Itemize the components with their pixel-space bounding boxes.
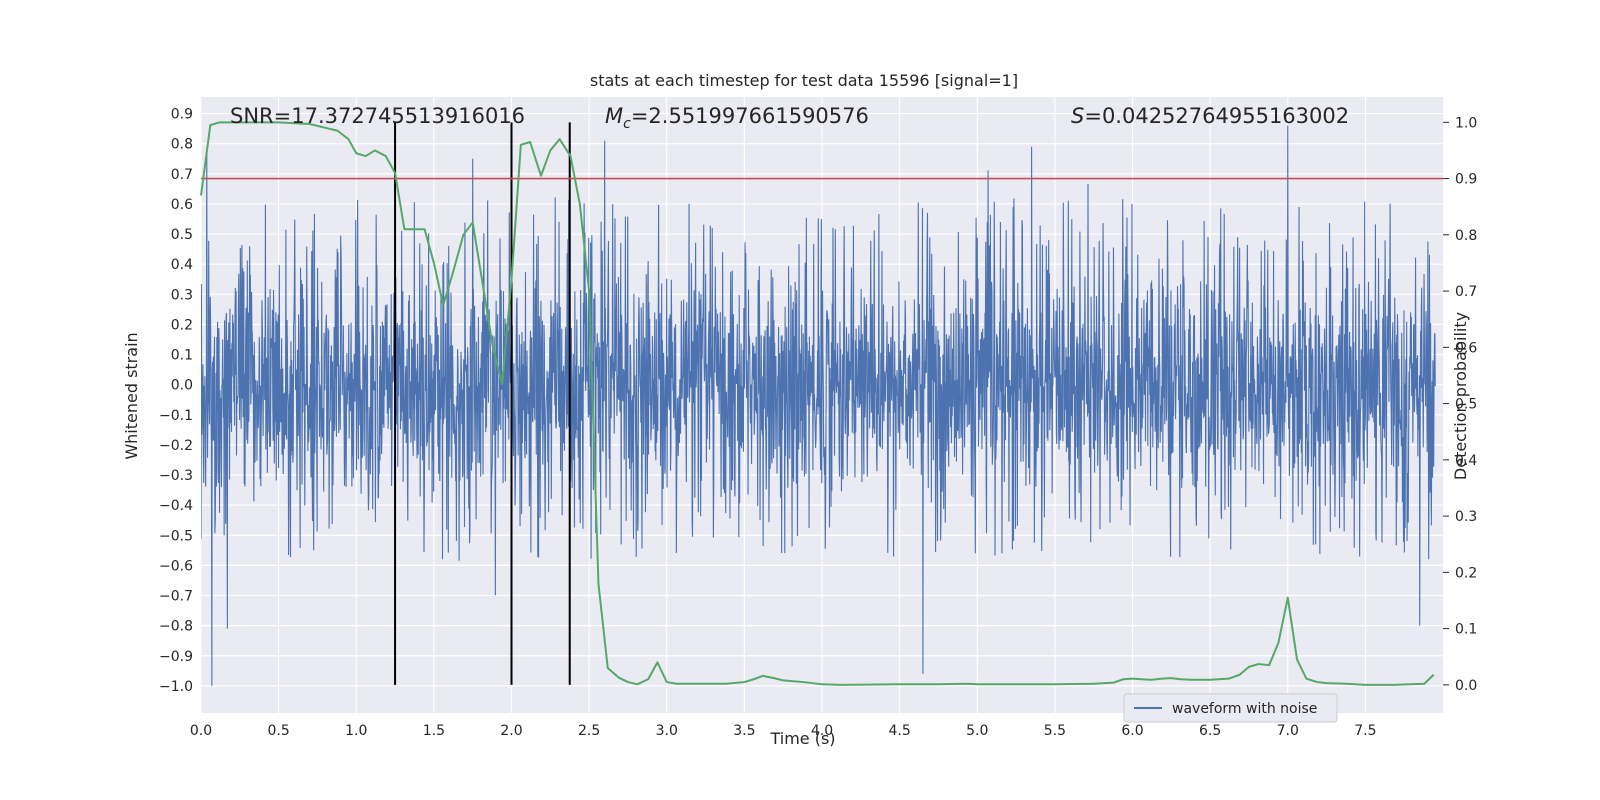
waveform-line [201, 125, 1436, 686]
s-symbol: S [1071, 104, 1084, 128]
y2-tick-label: 0.5 [1455, 397, 1477, 413]
x-tick-label: 1.0 [345, 723, 367, 739]
y-tick-label: 0.6 [171, 197, 193, 213]
y2-tick-label: 0.8 [1455, 228, 1477, 244]
y2-tick-label: 0.7 [1455, 284, 1477, 300]
chirp-mass-annotation: Mc=2.551997661590576 [605, 104, 869, 132]
y-tick-label: −0.3 [159, 468, 193, 484]
chirp-mass-value: =2.551997661590576 [631, 104, 869, 128]
x-tick-label: 4.5 [888, 723, 910, 739]
x-tick-label: 3.0 [656, 723, 678, 739]
chirp-mass-subscript: c [623, 116, 631, 132]
x-axis-label: Time (s) [769, 729, 835, 748]
x-tick-label: 7.5 [1354, 723, 1376, 739]
x-tick-label: 6.0 [1121, 723, 1143, 739]
y2-tick-label: 0.2 [1455, 565, 1477, 581]
y-tick-label: −0.4 [159, 498, 193, 514]
y-tick-label: −0.7 [159, 589, 193, 605]
y-tick-label: −0.9 [159, 649, 193, 665]
y2-tick-label: 0.4 [1455, 453, 1477, 469]
s-value: =0.04252764955163002 [1084, 104, 1349, 128]
y-tick-label: 0.3 [171, 287, 193, 303]
waveform-series [201, 125, 1436, 686]
x-tick-label: 0.0 [190, 723, 212, 739]
y2-tick-label: 0.0 [1455, 678, 1477, 694]
y-tick-label: −0.2 [159, 438, 193, 454]
legend-box [1123, 693, 1338, 723]
y-tick-label: −1.0 [159, 679, 193, 695]
x-tick-label: 3.5 [733, 723, 755, 739]
y-tick-label: −0.8 [159, 619, 193, 635]
y-axis-label: Whitened strain [122, 332, 141, 459]
y2-axis-ticks: 0.0 0.1 0.2 0.3 0.4 0.5 0.6 0.7 0.8 0.9 1.0 [1443, 115, 1477, 694]
y-tick-label: −0.6 [159, 558, 193, 574]
s-annotation: S=0.04252764955163002 [1071, 104, 1349, 128]
y2-tick-label: 0.1 [1455, 622, 1477, 638]
x-tick-label: 5.0 [966, 723, 988, 739]
x-tick-label: 6.5 [1199, 723, 1221, 739]
y-axis-ticks: −1.0 −0.9 −0.8 −0.7 −0.6 −0.5 −0.4 −0.3 −0.2 −0.1… [159, 107, 193, 695]
y-tick-label: 0.4 [171, 257, 193, 273]
y-tick-label: −0.1 [159, 408, 193, 424]
x-tick-label: 5.5 [1044, 723, 1066, 739]
y2-tick-label: 1.0 [1455, 115, 1477, 131]
x-tick-label: 2.5 [578, 723, 600, 739]
chirp-mass-symbol: M [605, 104, 623, 128]
x-tick-label: 2.0 [500, 723, 522, 739]
y-tick-label: 0.1 [171, 348, 193, 364]
y-tick-label: −0.5 [159, 528, 193, 544]
probability-series [200, 121, 1435, 686]
x-tick-label: 4.0 [811, 723, 833, 739]
y-tick-label: 0.5 [171, 227, 193, 243]
y2-tick-label: 0.3 [1455, 509, 1477, 525]
y2-tick-label: 0.6 [1455, 340, 1477, 356]
y-tick-label: 0.7 [171, 167, 193, 183]
snr-annotation: SNR=17.372745513916016 [230, 104, 525, 128]
vertical-lines [394, 122, 571, 685]
probability-line [200, 121, 1435, 686]
y-tick-label: 0.9 [171, 107, 193, 123]
y-tick-label: 0.2 [171, 317, 193, 333]
x-axis-ticks: 0.0 0.5 1.0 1.5 2.0 2.5 3.0 3.5 4.0 4.5 5.0 5.5 6.0 6… [190, 723, 1377, 739]
y-tick-label: 0.0 [171, 378, 193, 394]
x-tick-label: 7.0 [1277, 723, 1299, 739]
y-tick-label: 0.8 [171, 137, 193, 153]
y2-axis-label: Detection probability [1451, 312, 1470, 480]
y2-tick-label: 0.9 [1455, 172, 1477, 188]
x-tick-label: 0.5 [267, 723, 289, 739]
x-tick-label: 1.5 [423, 723, 445, 739]
chart-title: stats at each timestep for test data 155… [590, 71, 1018, 90]
legend: waveform with noise [1123, 693, 1338, 723]
legend-entry: waveform with noise [1172, 701, 1317, 717]
